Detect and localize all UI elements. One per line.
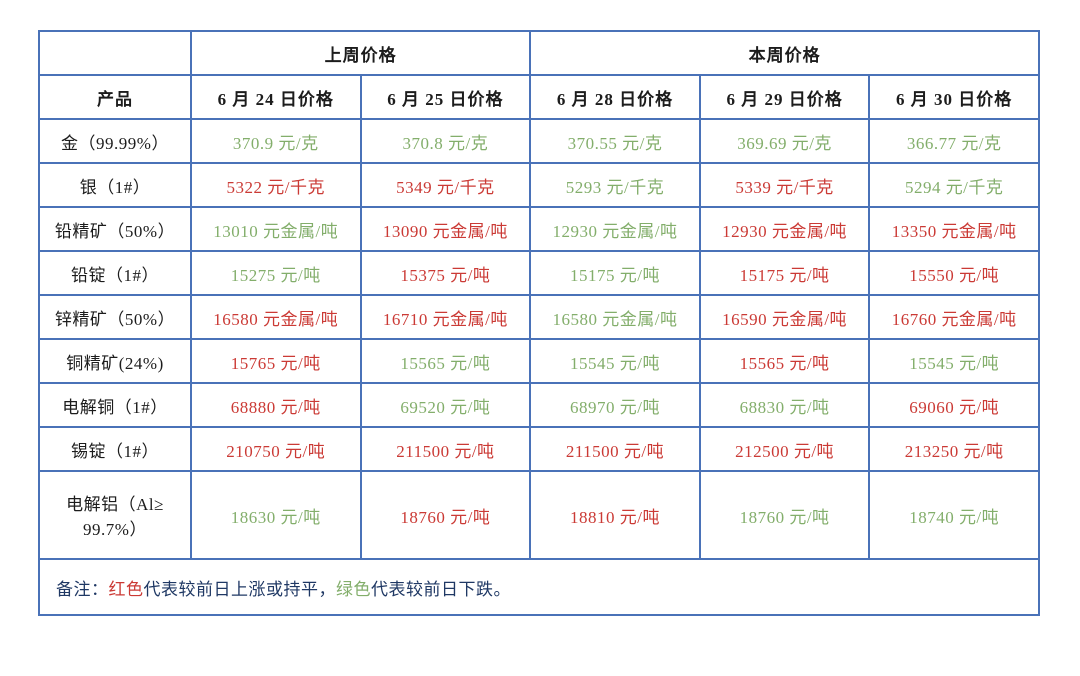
price-cell: 213250 元/吨 [868,426,1040,472]
price-table-head: 上周价格 本周价格 产品 6 月 24 日价格 6 月 25 日价格 6 月 2… [38,30,1040,120]
price-cell: 15175 元/吨 [698,250,871,296]
table-row: 银（1#） 5322 元/千克 5349 元/千克 5293 元/千克 5339 元/千… [38,162,1040,208]
product-cell: 电解铜（1#） [38,382,192,428]
note-red-label: 红色 [108,579,144,599]
note-red-desc: 代表较前日上涨或持平， [143,579,336,599]
note-prefix: 备注： [56,579,109,599]
price-cell: 16590 元金属/吨 [698,294,871,340]
last-week-header: 上周价格 [189,30,532,76]
price-cell: 18810 元/吨 [529,470,701,560]
price-cell: 13010 元金属/吨 [190,206,362,252]
price-cell: 69060 元/吨 [868,382,1040,428]
price-cell: 369.69 元/克 [698,118,871,164]
price-cell: 5322 元/千克 [190,162,362,208]
price-cell: 212500 元/吨 [698,426,871,472]
note-green-label: 绿色 [336,579,371,599]
price-cell: 370.9 元/克 [190,118,362,164]
price-cell: 18740 元/吨 [868,470,1040,560]
table-row: 铜精矿(24%) 15765 元/吨 15565 元/吨 15545 元/吨 15565… [38,338,1040,384]
price-cell: 210750 元/吨 [190,426,362,472]
table-row: 金（99.99%） 370.9 元/克 370.8 元/克 370.55 元/克 369… [38,118,1040,164]
price-cell: 18630 元/吨 [190,470,362,560]
price-cell: 211500 元/吨 [359,426,532,472]
price-cell: 15545 元/吨 [529,338,701,384]
date-header: 6 月 25 日价格 [359,74,532,120]
price-cell: 5294 元/千克 [868,162,1040,208]
price-cell: 13350 元金属/吨 [868,206,1040,252]
week-header-row: 上周价格 本周价格 [38,30,1040,76]
date-header-row: 产品 6 月 24 日价格 6 月 25 日价格 6 月 28 日价格 6 月 … [38,74,1040,120]
price-cell: 370.8 元/克 [359,118,532,164]
price-cell: 16760 元金属/吨 [868,294,1040,340]
price-cell: 12930 元金属/吨 [529,206,701,252]
price-cell: 15765 元/吨 [190,338,362,384]
price-cell: 15565 元/吨 [698,338,871,384]
price-cell: 15375 元/吨 [359,250,532,296]
price-cell: 5293 元/千克 [529,162,701,208]
product-cell: 锡锭（1#） [38,426,192,472]
product-cell: 锌精矿（50%） [38,294,192,340]
product-cell: 银（1#） [38,162,192,208]
price-cell: 16710 元金属/吨 [359,294,532,340]
price-cell: 15275 元/吨 [190,250,362,296]
price-cell: 366.77 元/克 [868,118,1040,164]
date-header: 6 月 29 日价格 [698,74,871,120]
product-cell: 铅锭（1#） [38,250,192,296]
price-table-body: 金（99.99%） 370.9 元/克 370.8 元/克 370.55 元/克 369… [38,118,1040,560]
product-cell: 金（99.99%） [38,118,192,164]
price-cell: 16580 元金属/吨 [190,294,362,340]
price-cell: 5339 元/千克 [698,162,871,208]
date-header: 6 月 28 日价格 [529,74,701,120]
product-cell: 电解铝（Al≥ 99.7%） [38,470,192,560]
product-cell: 铅精矿（50%） [38,206,192,252]
price-cell: 16580 元金属/吨 [529,294,701,340]
table-row: 铅锭（1#） 15275 元/吨 15375 元/吨 15175 元/吨 15175 元… [38,250,1040,296]
price-cell: 15565 元/吨 [359,338,532,384]
price-cell: 15175 元/吨 [529,250,701,296]
price-cell: 211500 元/吨 [529,426,701,472]
price-cell: 12930 元金属/吨 [698,206,871,252]
this-week-header: 本周价格 [529,30,1040,76]
price-cell: 18760 元/吨 [359,470,532,560]
product-header: 产品 [38,74,192,120]
price-cell: 68880 元/吨 [190,382,362,428]
price-cell: 5349 元/千克 [359,162,532,208]
price-cell: 15550 元/吨 [868,250,1040,296]
price-cell: 69520 元/吨 [359,382,532,428]
price-table: 上周价格 本周价格 产品 6 月 24 日价格 6 月 25 日价格 6 月 2… [38,30,1040,616]
corner-cell [38,30,192,76]
price-cell: 68830 元/吨 [698,382,871,428]
table-row: 电解铝（Al≥ 99.7%） 18630 元/吨 18760 元/吨 18810 元/… [38,470,1040,560]
table-row: 电解铜（1#） 68880 元/吨 69520 元/吨 68970 元/吨 68830 … [38,382,1040,428]
price-cell: 370.55 元/克 [529,118,701,164]
product-cell: 铜精矿(24%) [38,338,192,384]
note-row: 备注：红色代表较前日上涨或持平，绿色代表较前日下跌。 [38,558,1040,616]
table-row: 锡锭（1#） 210750 元/吨 211500 元/吨 211500 元/吨 2125… [38,426,1040,472]
note-green-desc: 代表较前日下跌。 [371,579,511,599]
note-cell: 备注：红色代表较前日上涨或持平，绿色代表较前日下跌。 [38,558,1040,616]
date-header: 6 月 24 日价格 [190,74,362,120]
price-cell: 68970 元/吨 [529,382,701,428]
price-cell: 15545 元/吨 [868,338,1040,384]
price-cell: 13090 元金属/吨 [359,206,532,252]
price-table-foot: 备注：红色代表较前日上涨或持平，绿色代表较前日下跌。 [38,558,1040,616]
table-row: 锌精矿（50%） 16580 元金属/吨 16710 元金属/吨 16580 元金属/… [38,294,1040,340]
table-row: 铅精矿（50%） 13010 元金属/吨 13090 元金属/吨 12930 元金属/… [38,206,1040,252]
date-header: 6 月 30 日价格 [868,74,1040,120]
price-cell: 18760 元/吨 [698,470,871,560]
